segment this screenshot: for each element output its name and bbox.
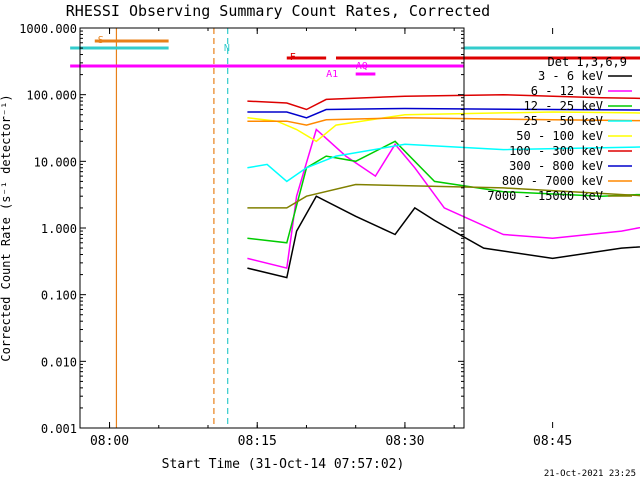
flag-label: F xyxy=(290,52,296,63)
y-tick-label: 0.100 xyxy=(41,289,77,303)
y-tick-label: 1.000 xyxy=(41,222,77,236)
series-line-4 xyxy=(247,111,640,143)
legend-title: Det 1,3,6,9 xyxy=(548,55,627,69)
series-line-5 xyxy=(247,93,640,111)
x-axis-label: Start Time (31-Oct-14 07:57:02) xyxy=(162,457,405,472)
series-line-8 xyxy=(247,183,640,209)
x-tick-label: 08:45 xyxy=(533,434,572,449)
legend-label: 25 - 50 keV xyxy=(524,114,603,128)
legend-label: 6 - 12 keV xyxy=(531,84,603,98)
series-line-3 xyxy=(247,143,640,183)
x-tick-label: 08:30 xyxy=(385,434,424,449)
series-line-2 xyxy=(247,140,640,244)
legend-label: 800 - 7000 keV xyxy=(502,174,603,188)
y-axis-label: Corrected Count Rate (s⁻¹ detector⁻¹) xyxy=(0,94,13,361)
series-line-6 xyxy=(247,107,640,119)
flag-label: S xyxy=(98,35,104,46)
series-line-0 xyxy=(247,195,640,279)
y-tick-label: 100.000 xyxy=(26,89,77,103)
y-tick-label: 10.000 xyxy=(34,155,77,169)
legend-label: 12 - 25 keV xyxy=(524,99,603,113)
timestamp: 21-Oct-2021 23:25 xyxy=(544,469,636,479)
plot-frame xyxy=(79,27,465,429)
x-tick-label: 08:15 xyxy=(238,434,277,449)
legend-label: 50 - 100 keV xyxy=(516,129,603,143)
y-tick-label: 0.001 xyxy=(41,422,77,436)
y-tick-label: 0.010 xyxy=(41,355,77,369)
flag-label: N xyxy=(224,43,230,54)
series-line-7 xyxy=(247,117,640,126)
legend-label: 100 - 300 keV xyxy=(509,144,603,158)
y-tick-label: 1000.000 xyxy=(19,22,77,36)
x-tick-label: 08:00 xyxy=(90,434,129,449)
series-line-1 xyxy=(247,128,640,270)
legend-label: 7000 - 15000 keV xyxy=(487,189,603,203)
flag-label: A1 xyxy=(326,69,338,80)
flag-label: AQ xyxy=(356,61,368,72)
chart-title: RHESSI Observing Summary Count Rates, Co… xyxy=(66,2,490,20)
legend-label: 300 - 800 keV xyxy=(509,159,603,173)
legend-label: 3 - 6 keV xyxy=(538,69,603,83)
